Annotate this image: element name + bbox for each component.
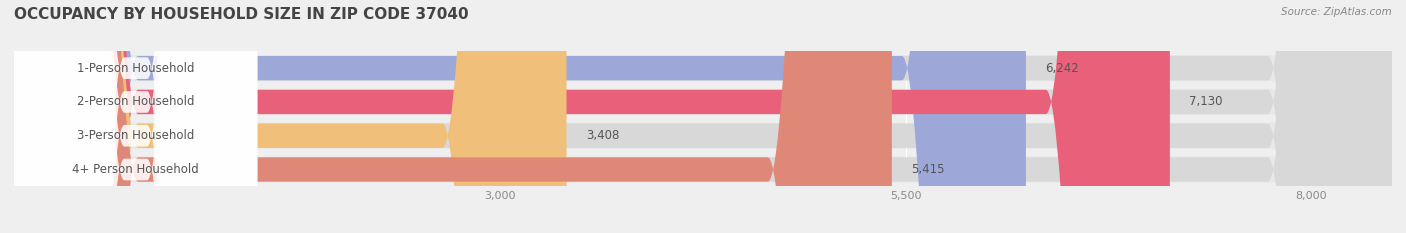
FancyBboxPatch shape [14, 0, 257, 233]
FancyBboxPatch shape [14, 89, 1392, 115]
FancyBboxPatch shape [14, 0, 257, 233]
FancyBboxPatch shape [14, 0, 891, 233]
Text: 5,415: 5,415 [911, 163, 945, 176]
FancyBboxPatch shape [14, 55, 1392, 81]
Text: 1-Person Household: 1-Person Household [77, 62, 194, 75]
FancyBboxPatch shape [14, 157, 1392, 182]
FancyBboxPatch shape [14, 0, 1392, 233]
Text: Source: ZipAtlas.com: Source: ZipAtlas.com [1281, 7, 1392, 17]
FancyBboxPatch shape [14, 0, 1392, 233]
FancyBboxPatch shape [14, 0, 1392, 233]
FancyBboxPatch shape [14, 0, 1026, 233]
Text: 3-Person Household: 3-Person Household [77, 129, 194, 142]
FancyBboxPatch shape [14, 123, 1392, 149]
Text: OCCUPANCY BY HOUSEHOLD SIZE IN ZIP CODE 37040: OCCUPANCY BY HOUSEHOLD SIZE IN ZIP CODE … [14, 7, 468, 22]
FancyBboxPatch shape [14, 0, 1170, 233]
Text: 4+ Person Household: 4+ Person Household [72, 163, 200, 176]
Text: 7,130: 7,130 [1189, 96, 1223, 108]
FancyBboxPatch shape [14, 0, 1392, 233]
Text: 2-Person Household: 2-Person Household [77, 96, 194, 108]
FancyBboxPatch shape [14, 0, 257, 233]
FancyBboxPatch shape [14, 0, 257, 233]
Text: 3,408: 3,408 [586, 129, 619, 142]
FancyBboxPatch shape [14, 0, 567, 233]
Text: 6,242: 6,242 [1046, 62, 1080, 75]
